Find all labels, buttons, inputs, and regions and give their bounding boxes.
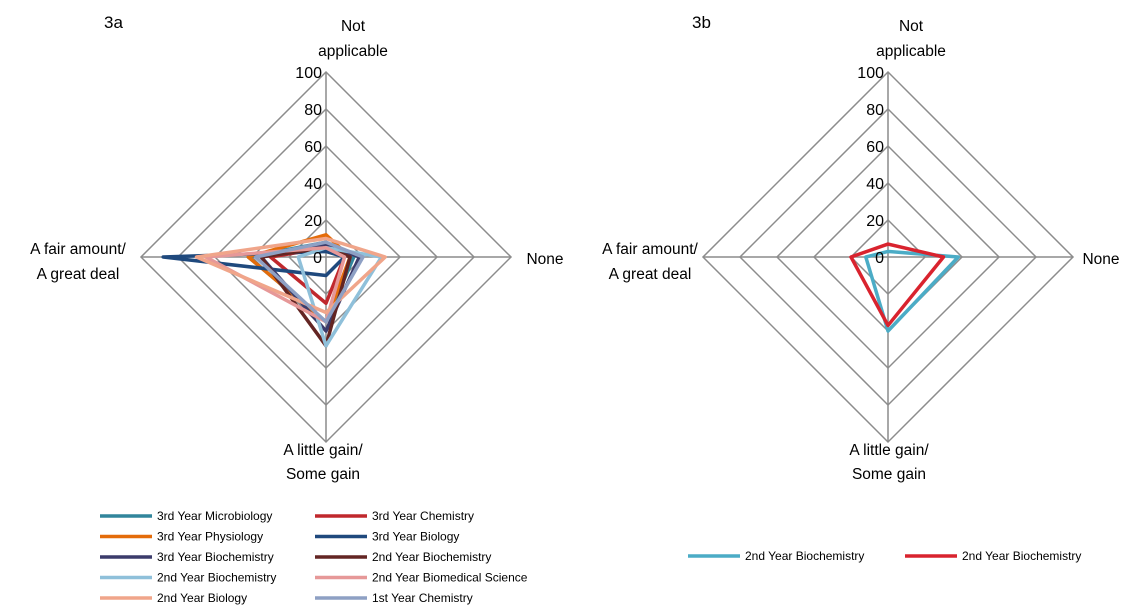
legend-entry: 2nd Year Biomedical Science bbox=[372, 571, 528, 585]
legend-entry: 3rd Year Microbiology bbox=[157, 509, 272, 523]
tick-label: 0 bbox=[875, 250, 884, 267]
axis-label: applicable bbox=[318, 43, 388, 60]
tick-label: 60 bbox=[304, 139, 322, 156]
axis-label: A fair amount/ bbox=[30, 241, 126, 258]
legend-entry: 3rd Year Chemistry bbox=[372, 509, 474, 523]
axis-label: None bbox=[526, 251, 563, 268]
series-line bbox=[194, 236, 387, 315]
legend-entry: 2nd Year Biology bbox=[157, 591, 247, 605]
axis-label: A little gain/ bbox=[849, 442, 929, 459]
axis-label: A great deal bbox=[609, 266, 692, 283]
legend-entry: 3rd Year Biology bbox=[372, 530, 459, 544]
tick-label: 0 bbox=[313, 250, 322, 267]
axis-label: A little gain/ bbox=[283, 442, 363, 459]
axis-label: Some gain bbox=[852, 466, 926, 483]
tick-label: 60 bbox=[866, 139, 884, 156]
legend-entry: 1st Year Chemistry bbox=[372, 591, 473, 605]
panel-label: 3b bbox=[692, 13, 711, 32]
legend-entry: 3rd Year Physiology bbox=[157, 530, 263, 544]
series-line bbox=[253, 240, 365, 324]
tick-label: 20 bbox=[304, 213, 322, 230]
tick-label: 80 bbox=[304, 102, 322, 119]
axis-label: Some gain bbox=[286, 466, 360, 483]
legend-entry: 2nd Year Biochemistry bbox=[157, 571, 276, 585]
panel-label: 3a bbox=[104, 13, 123, 32]
legend-entry: 2nd Year Biochemistry bbox=[962, 549, 1081, 563]
tick-label: 40 bbox=[304, 176, 322, 193]
series-line bbox=[849, 242, 946, 328]
tick-label: 80 bbox=[866, 102, 884, 119]
axis-label: A fair amount/ bbox=[602, 241, 698, 258]
axis-label: None bbox=[1082, 251, 1119, 268]
radar-chart-1: 3a 0 20 40 60 80 100 Not applicable None A little … bbox=[30, 13, 563, 605]
tick-label: 40 bbox=[866, 176, 884, 193]
legend-entry: 2nd Year Biochemistry bbox=[372, 550, 491, 564]
axis-label: Not bbox=[899, 18, 924, 35]
axis-label: A great deal bbox=[37, 266, 120, 283]
tick-label: 100 bbox=[295, 65, 322, 82]
axis-label: applicable bbox=[876, 43, 946, 60]
series-line bbox=[296, 246, 384, 348]
legend-entry: 2nd Year Biochemistry bbox=[745, 549, 864, 563]
tick-label: 100 bbox=[857, 65, 884, 82]
axis-label: Not bbox=[341, 18, 366, 35]
legend-entry: 3rd Year Biochemistry bbox=[157, 550, 274, 564]
radar-chart-2: 3b 0 20 40 60 80 100 Not applicable None A little … bbox=[602, 13, 1119, 563]
tick-label: 20 bbox=[866, 213, 884, 230]
